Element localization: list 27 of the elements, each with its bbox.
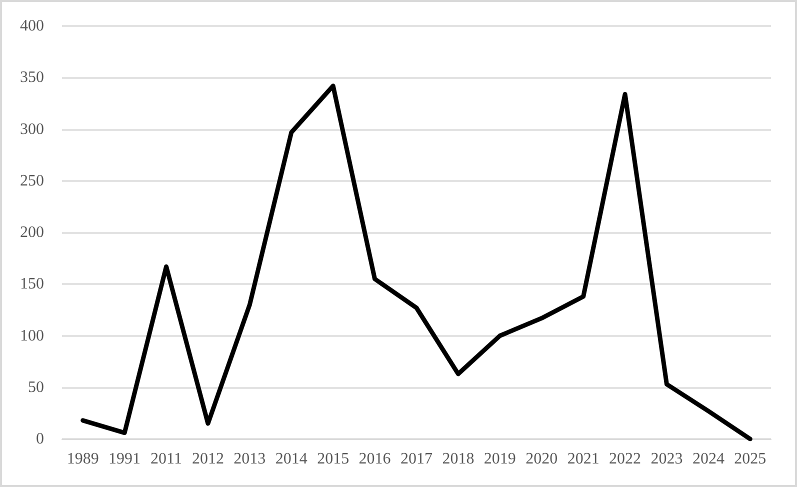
x-tick-label: 2023: [650, 450, 683, 468]
x-tick-label: 2022: [609, 450, 642, 468]
y-tick-label: 100: [20, 327, 44, 344]
x-tick-label: 2019: [484, 450, 516, 468]
y-tick-label: 400: [20, 18, 44, 34]
x-tick-label: 2020: [526, 450, 558, 468]
x-tick-label: 2015: [317, 450, 350, 468]
x-tick-label: 2017: [400, 450, 432, 468]
y-tick-label: 200: [20, 224, 44, 241]
x-tick-label: 2011: [150, 450, 182, 468]
y-tick-label: 50: [28, 378, 44, 396]
x-tick-label: 2018: [442, 450, 474, 468]
x-tick-label: 2025: [734, 450, 766, 468]
y-tick-label: 0: [36, 430, 44, 448]
y-tick-label: 300: [20, 120, 44, 138]
line-series: [80, 84, 752, 442]
x-tick-label: 1991: [108, 450, 141, 468]
x-tick-label: 2014: [275, 450, 308, 468]
y-tick-label: 250: [20, 172, 44, 190]
x-tick-label: 2024: [692, 450, 724, 468]
x-tick-label: 2013: [234, 450, 266, 468]
x-tick-label: 1989: [66, 450, 99, 468]
x-tick-label: 2021: [567, 450, 600, 468]
x-tick-label: 2012: [192, 450, 224, 468]
y-tick-label: 150: [20, 276, 44, 293]
x-tick-label: 2016: [358, 450, 391, 468]
y-tick-label: 350: [20, 69, 44, 86]
